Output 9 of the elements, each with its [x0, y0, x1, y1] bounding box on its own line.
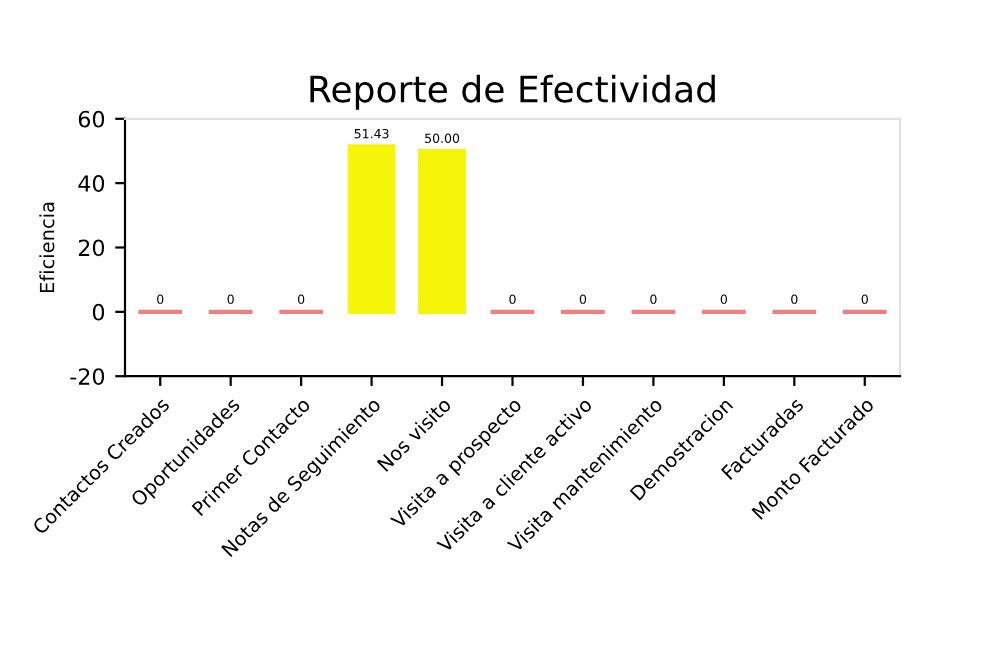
- y-tick-label: 20: [78, 239, 105, 257]
- y-tick-label: 40: [78, 175, 105, 192]
- y-tick-label: 0: [92, 303, 105, 321]
- chart-title: Reporte de Efectividad: [310, 74, 715, 110]
- y-axis-title: Eficiencia: [39, 202, 55, 293]
- y-tick-label: 60: [78, 110, 105, 128]
- bar: [347, 144, 396, 314]
- bar: [418, 148, 466, 314]
- y-tick-label: -20: [70, 368, 105, 385]
